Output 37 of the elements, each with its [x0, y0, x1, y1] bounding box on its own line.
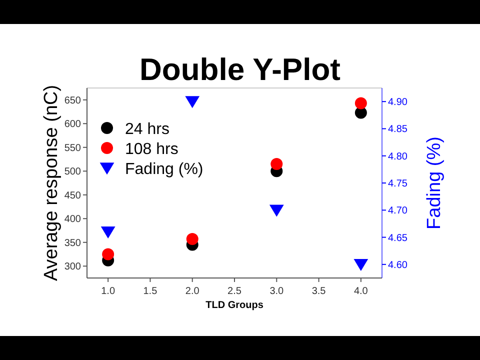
- y-tick-label: 300: [64, 262, 82, 273]
- x-axis-title: TLD Groups: [206, 300, 264, 311]
- y-tick-label: 500: [64, 166, 82, 178]
- point: [102, 248, 114, 260]
- y2-tick-label: 4.85: [388, 124, 408, 136]
- x-tick-label: 3.0: [270, 286, 284, 297]
- point: [100, 226, 116, 238]
- point: [185, 96, 200, 108]
- x-tick-label: 1.5: [143, 286, 158, 297]
- y-tick-label: 400: [64, 214, 82, 226]
- point: [269, 204, 284, 217]
- y-tick-label: 550: [64, 142, 82, 154]
- point: [270, 158, 283, 170]
- legend-label: 108 hrs: [125, 141, 178, 158]
- legend-label: 24 hrs: [125, 121, 170, 138]
- y2-tick-label: 4.75: [388, 178, 408, 190]
- x-tick-label: 2.5: [228, 286, 242, 297]
- y2-tick-label: 4.60: [388, 260, 408, 271]
- point: [186, 233, 198, 246]
- y-tick-label: 350: [64, 238, 82, 249]
- point: [354, 259, 368, 272]
- legend-label: Fading (%): [125, 161, 204, 178]
- x-tick-label: 2.0: [185, 286, 200, 297]
- y2-tick-label: 4.65: [388, 232, 408, 244]
- point: [354, 97, 367, 110]
- y-tick-label: 650: [64, 95, 82, 106]
- x-tick-label: 4.0: [354, 286, 368, 297]
- y2-tick-label: 4.70: [388, 206, 408, 217]
- y2-tick-label: 4.90: [388, 97, 408, 108]
- y2-axis-title: Fading (%): [424, 136, 445, 230]
- y-tick-label: 450: [64, 190, 82, 202]
- y-axis-title: Average response (nC): [41, 84, 62, 282]
- chart-title: Double Y-Plot: [140, 52, 340, 87]
- y2-tick-label: 4.80: [388, 151, 408, 162]
- x-tick-label: 1.0: [101, 286, 116, 297]
- y-tick-label: 600: [64, 119, 82, 130]
- x-tick-label: 3.5: [312, 286, 326, 297]
